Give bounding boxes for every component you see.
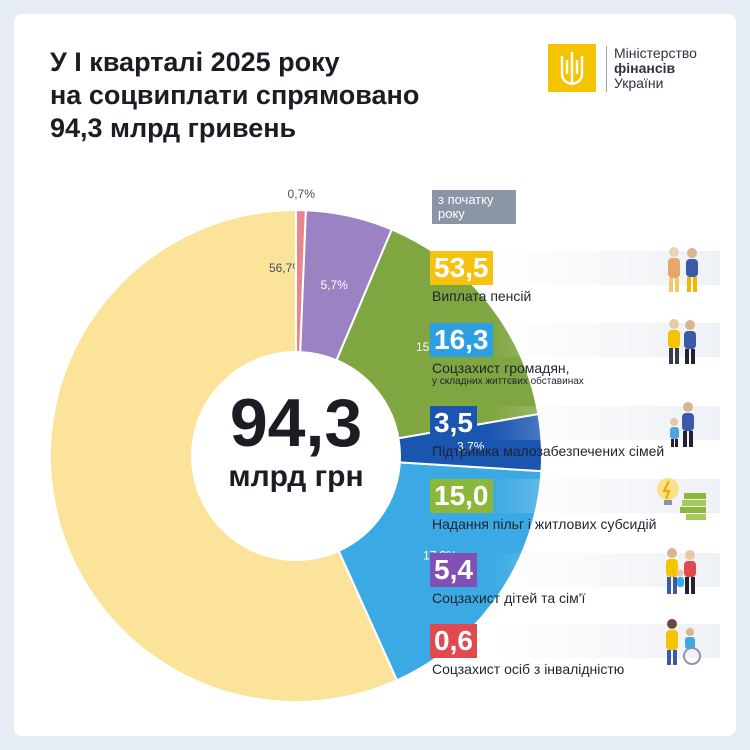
legend-sublabel: у складних життєвих обставинах [432, 376, 584, 387]
legend-item-low-income: 3,5 Підтримка малозабезпечених сімей [430, 402, 730, 462]
legend-item-social-protection: 16,3 Соцзахист громадян, у складних житт… [430, 319, 730, 387]
legend-value: 3,5 [430, 406, 477, 440]
percent-label-disability: 0,7% [288, 187, 316, 201]
logo-line-3: України [614, 75, 664, 91]
title-line-1: У І кварталі 2025 року [50, 47, 340, 77]
legend-band [490, 624, 720, 658]
legend-band [490, 323, 720, 357]
donut-slice-disability [295, 208, 307, 354]
legend-label: Соцзахист дітей та сім'ї [432, 590, 586, 606]
parent-child-icon [670, 402, 694, 447]
legend-label: Підтримка малозабезпечених сімей [432, 443, 665, 459]
donut-slice-children-family [299, 209, 394, 362]
legend-label: Надання пільг і житлових субсидій [432, 516, 657, 532]
donut-hole [193, 353, 399, 559]
trident-logo-icon [548, 44, 596, 92]
legend-item-children-family: 5,4 Соцзахист дітей та сім'ї [430, 548, 730, 609]
legend-band [490, 251, 720, 285]
legend-item-subsidies: 15,0 Надання пільг і житлових субсидій [430, 478, 730, 535]
legend-label: Виплата пенсій [432, 288, 532, 304]
percent-label-low-income: 3,7% [457, 439, 485, 453]
title-line-3: 94,3 млрд гривень [50, 113, 297, 143]
ministry-logo: Міністерство фінансів України [548, 44, 718, 96]
legend-value: 15,0 [430, 479, 493, 513]
logo-line-1: Міністерство [614, 45, 697, 61]
ytd-tag: з початку року [432, 190, 516, 224]
ytd-tag-line-1: з початку [438, 192, 494, 207]
legend-label: Соцзахист громадян, [432, 360, 570, 376]
lightbulb-money-icon [657, 478, 706, 520]
wheelchair-icon [666, 619, 701, 665]
page-title: У І кварталі 2025 року на соцвиплати спр… [50, 46, 530, 145]
center-total-value: 94,3 [229, 385, 363, 461]
family-group-icon [666, 548, 696, 594]
percent-label-pensions: 56,7% [269, 261, 303, 275]
logo-divider [606, 46, 607, 92]
legend-item-disability: 0,6 Соцзахист осіб з інвалідністю [430, 619, 730, 680]
legend-item-pensions: 53,5 Виплата пенсій [430, 247, 730, 307]
legend-value: 0,6 [430, 624, 477, 658]
family-support-icon [668, 319, 696, 364]
legend-value: 53,5 [430, 251, 493, 285]
percent-label-children-family: 5,7% [320, 278, 348, 292]
donut-slice-pensions [49, 208, 399, 703]
elderly-couple-icon [668, 247, 698, 292]
ytd-tag-line-2: року [438, 206, 465, 221]
logo-text: Міністерство фінансів України [614, 46, 697, 91]
legend-value: 5,4 [430, 553, 477, 587]
logo-line-2: фінансів [614, 60, 676, 76]
title-line-2: на соцвиплати спрямовано [50, 80, 420, 110]
legend-value: 16,3 [430, 323, 493, 357]
legend-band [490, 406, 720, 440]
legend-label: Соцзахист осіб з інвалідністю [432, 661, 625, 677]
center-total-unit: млрд грн [228, 460, 364, 493]
